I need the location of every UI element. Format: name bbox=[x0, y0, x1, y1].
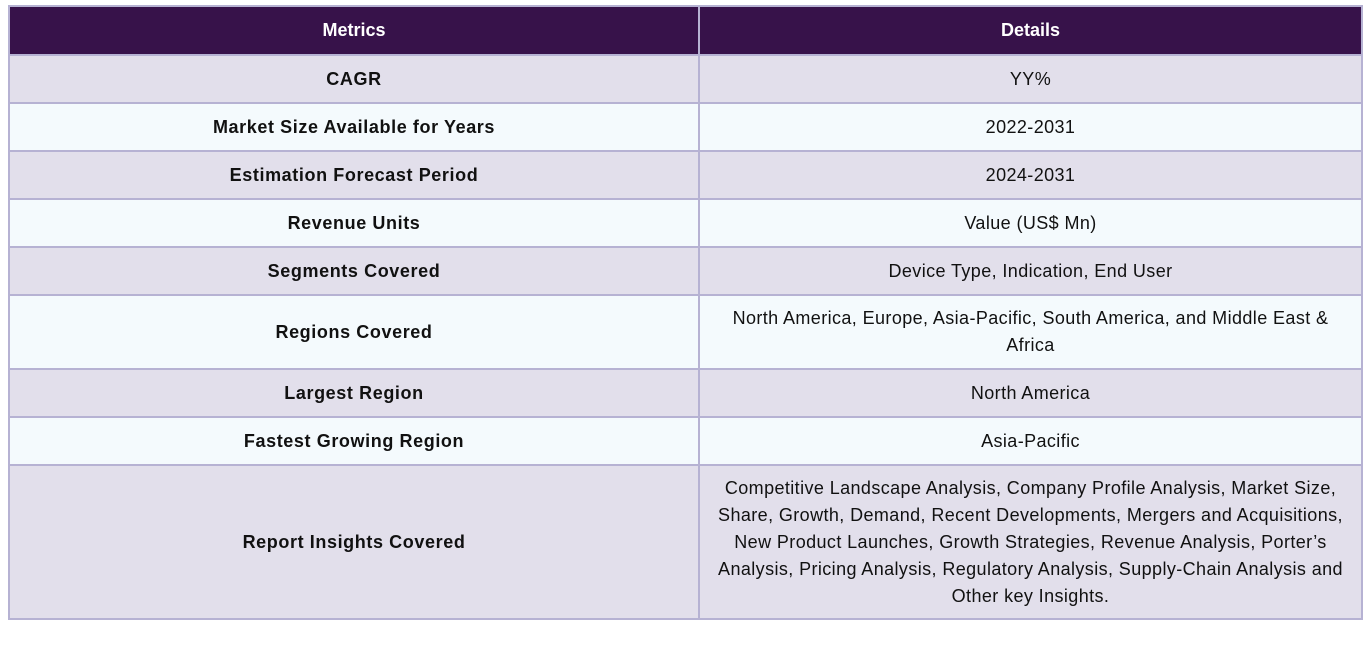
header-metrics: Metrics bbox=[8, 5, 700, 56]
metric-cell: Largest Region bbox=[8, 368, 700, 418]
metric-cell: Revenue Units bbox=[8, 198, 700, 248]
table-header-row: Metrics Details bbox=[8, 5, 1363, 56]
table-row: Estimation Forecast Period 2024-2031 bbox=[8, 150, 1363, 200]
table-row: Market Size Available for Years 2022-203… bbox=[8, 102, 1363, 152]
table-row: Largest Region North America bbox=[8, 368, 1363, 418]
detail-cell: North America bbox=[698, 368, 1363, 418]
metric-cell: Regions Covered bbox=[8, 294, 700, 370]
header-details: Details bbox=[698, 5, 1363, 56]
detail-cell: North America, Europe, Asia-Pacific, Sou… bbox=[698, 294, 1363, 370]
metric-cell: CAGR bbox=[8, 54, 700, 104]
metric-cell: Market Size Available for Years bbox=[8, 102, 700, 152]
metric-cell: Report Insights Covered bbox=[8, 464, 700, 620]
metric-cell: Fastest Growing Region bbox=[8, 416, 700, 466]
metric-cell: Segments Covered bbox=[8, 246, 700, 296]
table-row: Report Insights Covered Competitive Land… bbox=[8, 464, 1363, 620]
detail-cell: YY% bbox=[698, 54, 1363, 104]
detail-cell: Value (US$ Mn) bbox=[698, 198, 1363, 248]
table-row: CAGR YY% bbox=[8, 54, 1363, 104]
metric-cell: Estimation Forecast Period bbox=[8, 150, 700, 200]
detail-cell: Asia-Pacific bbox=[698, 416, 1363, 466]
table-row: Fastest Growing Region Asia-Pacific bbox=[8, 416, 1363, 466]
detail-cell: 2024-2031 bbox=[698, 150, 1363, 200]
detail-cell: Competitive Landscape Analysis, Company … bbox=[698, 464, 1363, 620]
table-row: Revenue Units Value (US$ Mn) bbox=[8, 198, 1363, 248]
report-metrics-table-container: Metrics Details CAGR YY% Market Size Ava… bbox=[8, 5, 1363, 620]
table-row: Regions Covered North America, Europe, A… bbox=[8, 294, 1363, 370]
detail-cell: 2022-2031 bbox=[698, 102, 1363, 152]
report-metrics-table: Metrics Details CAGR YY% Market Size Ava… bbox=[8, 5, 1363, 620]
table-row: Segments Covered Device Type, Indication… bbox=[8, 246, 1363, 296]
detail-cell: Device Type, Indication, End User bbox=[698, 246, 1363, 296]
